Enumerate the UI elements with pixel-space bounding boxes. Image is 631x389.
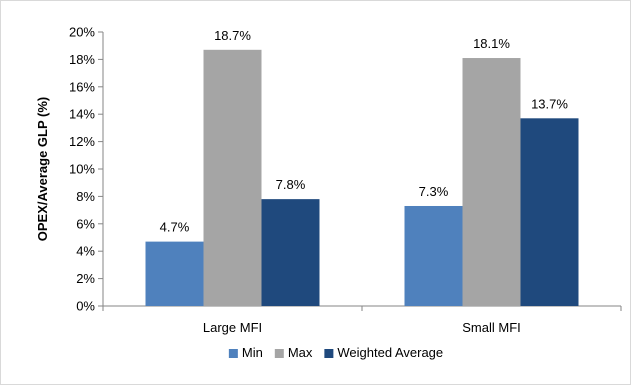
bar-max: [462, 58, 521, 306]
legend-swatch: [274, 349, 284, 358]
data-label: 7.8%: [276, 177, 306, 192]
y-tick-label: 12%: [69, 134, 95, 149]
legend-label: Weighted Average: [337, 345, 443, 360]
data-label: 18.1%: [473, 36, 510, 51]
legend: Min Max Weighted Average: [228, 345, 443, 360]
legend-swatch: [228, 349, 238, 358]
y-tick-label: 14%: [69, 107, 95, 122]
data-label: 4.7%: [160, 220, 190, 235]
y-tick-label: 16%: [69, 79, 95, 94]
bars: [145, 49, 579, 307]
data-labels: 4.7% 18.7% 7.8% 7.3% 18.1% 13.7%: [160, 28, 569, 235]
y-tick-label: 18%: [69, 52, 95, 67]
bar-weighted-average: [261, 199, 320, 306]
data-label: 13.7%: [531, 96, 568, 111]
bar-weighted-average: [520, 118, 579, 306]
legend-item-weighted-average: Weighted Average: [324, 345, 443, 360]
y-axis-title: OPEX/Average GLP (%): [35, 97, 50, 242]
y-tick-label: 0%: [76, 299, 95, 314]
bar-min: [404, 205, 463, 306]
bar-min: [145, 241, 204, 306]
legend-swatch: [324, 349, 334, 358]
x-category-label: Small MFI: [462, 320, 521, 335]
legend-label: Max: [288, 345, 313, 360]
data-label: 7.3%: [419, 184, 449, 199]
y-tick-label: 8%: [76, 189, 95, 204]
y-tick-label: 10%: [69, 162, 95, 177]
y-axis: 0% 2% 4% 6% 8% 10% 12% 14% 16% 18% 20%: [69, 25, 104, 314]
x-axis: Large MFI Small MFI: [102, 305, 622, 335]
x-category-label: Large MFI: [203, 320, 262, 335]
y-tick-label: 2%: [76, 271, 95, 286]
bar-max: [203, 49, 262, 307]
data-label: 18.7%: [214, 28, 251, 43]
y-tick-label: 4%: [76, 244, 95, 259]
legend-item-min: Min: [228, 345, 263, 360]
y-tick-label: 20%: [69, 25, 95, 40]
y-tick-label: 6%: [76, 216, 95, 231]
legend-label: Min: [242, 345, 263, 360]
legend-item-max: Max: [274, 345, 313, 360]
